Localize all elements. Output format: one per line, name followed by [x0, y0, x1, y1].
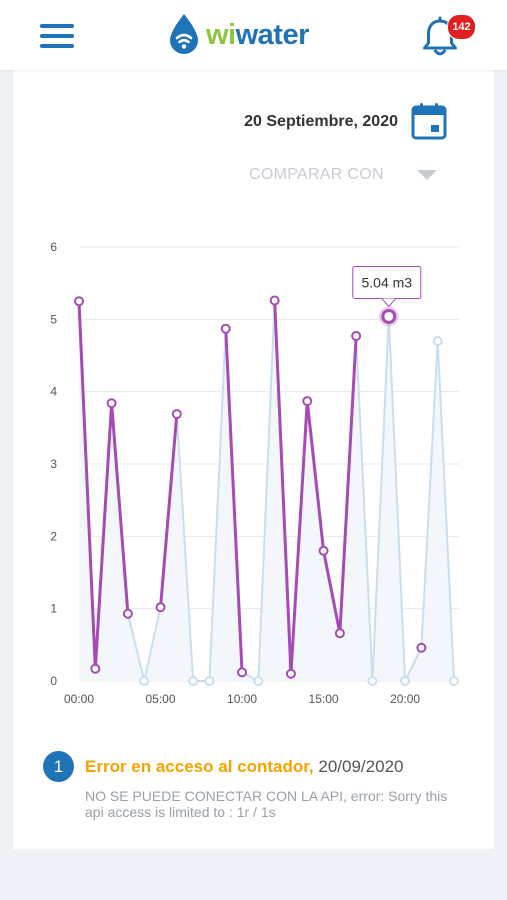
- compare-point: [139, 676, 150, 686]
- primary-point: [90, 663, 101, 674]
- primary-series-line: [159, 413, 179, 608]
- primary-point: [237, 667, 248, 678]
- wiwater-logo: wiwater: [168, 13, 328, 57]
- x-axis-ticks: 00:00 05:00 10:00 15:00 20:00: [64, 692, 420, 706]
- y-tick-label: 5: [50, 312, 57, 326]
- primary-point: [351, 330, 362, 341]
- logo-wi-text: wi: [206, 19, 236, 51]
- selected-date: 20 Septiembre, 2020: [244, 113, 398, 130]
- alert-title: Error en acceso al contador, 20/09/2020: [85, 757, 403, 777]
- alert-date: 20/09/2020: [318, 757, 404, 776]
- x-tick-label: 15:00: [309, 692, 339, 706]
- compare-point: [367, 676, 378, 686]
- notification-badge[interactable]: 142: [447, 14, 476, 40]
- y-tick-label: 3: [50, 457, 57, 471]
- compare-point: [400, 676, 411, 686]
- compare-point: [204, 676, 215, 686]
- compare-series-line: [78, 300, 455, 683]
- primary-point: [285, 668, 296, 679]
- primary-point: [155, 602, 166, 613]
- y-tick-label: 0: [50, 674, 57, 688]
- consumption-card: 20 Septiembre, 2020 COMPARAR CON 0 1 2 3 4 5 6…: [13, 60, 494, 849]
- y-tick-label: 2: [50, 529, 57, 543]
- x-tick-label: 00:00: [64, 692, 94, 706]
- y-tick-label: 4: [50, 385, 57, 399]
- primary-point: [269, 295, 280, 306]
- alert-message: NO SE PUEDE CONECTAR CON LA API, error: …: [85, 788, 448, 820]
- y-axis-ticks: 0 1 2 3 4 5 6: [50, 240, 57, 688]
- water-drop-wifi-icon: [170, 14, 198, 54]
- primary-series-line: [224, 328, 244, 673]
- chart-series: [74, 295, 459, 686]
- alert-error-text: Error en acceso al contador,: [85, 757, 314, 776]
- top-app-bar: wiwater 142: [0, 0, 507, 70]
- consumption-chart: 0 1 2 3 4 5 6 00:00 05:00 10:00 15:00 20:00 5.04 m…: [50, 240, 459, 706]
- primary-point: [122, 608, 133, 619]
- primary-point: [416, 642, 427, 653]
- x-tick-label: 05:00: [146, 692, 176, 706]
- compare-point: [188, 676, 199, 686]
- primary-point: [106, 398, 117, 409]
- alert-number-badge: 1: [43, 751, 74, 782]
- tooltip-label: 5.04 m3: [361, 274, 412, 290]
- x-tick-label: 20:00: [390, 692, 420, 706]
- logo-water-text: water: [235, 19, 310, 51]
- compare-point: [432, 336, 443, 347]
- primary-point: [171, 409, 182, 420]
- primary-point: [302, 396, 313, 407]
- highlighted-point: [381, 308, 397, 324]
- calendar-icon[interactable]: [411, 102, 447, 140]
- primary-point: [334, 628, 345, 639]
- y-tick-label: 6: [50, 240, 57, 254]
- chevron-down-icon[interactable]: [417, 170, 437, 180]
- primary-point: [318, 545, 329, 556]
- compare-dropdown-label: COMPARAR CON: [249, 166, 384, 183]
- primary-point: [220, 323, 231, 334]
- logo-wordmark: wiwater: [206, 20, 309, 50]
- tooltip-pointer: [381, 298, 397, 308]
- y-tick-label: 1: [50, 602, 57, 616]
- compare-point: [449, 676, 459, 686]
- primary-series-line: [273, 300, 358, 676]
- chart-tooltip: 5.04 m3: [352, 265, 422, 327]
- x-tick-label: 10:00: [227, 692, 257, 706]
- hamburger-menu-icon[interactable]: [40, 24, 74, 48]
- compare-point: [253, 676, 264, 686]
- primary-point: [74, 296, 84, 307]
- primary-series-line: [77, 301, 130, 671]
